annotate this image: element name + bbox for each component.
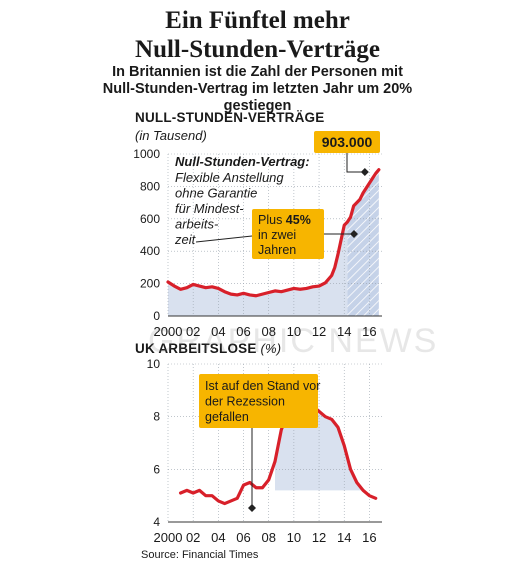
chart1-title: NULL-STUNDEN-VERTRÄGE: [135, 110, 325, 125]
headline: Ein Fünftel mehr Null-Stunden-Verträge: [0, 6, 515, 64]
chart1-callout-box: [252, 209, 324, 259]
chart2-xtick-label: 06: [236, 530, 250, 545]
chart2-xtick-label: 12: [312, 530, 326, 545]
chart2-xtick-label: 04: [211, 530, 225, 545]
chart1-callout-plus: Plus: [258, 213, 286, 227]
chart2-ytick-label: 4: [153, 515, 160, 529]
definition-line: Flexible Anstellung: [175, 170, 284, 185]
definition-line: für Mindest-: [175, 201, 244, 216]
chart2-recession-fill: [275, 408, 364, 491]
chart2-unit: (%): [260, 341, 282, 356]
chart1-callout-line-1: Plus 45%: [258, 213, 311, 227]
chart1-callout-line-3: Jahren: [258, 243, 296, 257]
definition-line: arbeits-: [175, 217, 219, 232]
chart1-callout-line-2: in zwei: [258, 228, 296, 242]
chart2-callout-marker: [248, 504, 256, 512]
watermark: GRAPHIC NEWS: [148, 322, 439, 360]
chart2-xtick-label: 2000: [154, 530, 183, 545]
headline-line-1: Ein Fünftel mehr: [165, 7, 350, 34]
definition-heading: Null-Stunden-Vertrag:: [175, 154, 310, 169]
chart2-xtick-label: 02: [186, 530, 200, 545]
chart2-title-wrap: UK ARBEITSLOSE (%): [135, 341, 281, 356]
chart2-callout-box: [199, 374, 318, 428]
chart1-xtick-label: 12: [312, 324, 326, 339]
headline-line-2: Null-Stunden-Verträge: [135, 36, 380, 63]
chart1-series-line: [166, 168, 381, 298]
chart1-ytick-label: 600: [140, 212, 160, 226]
chart2-xtick-label: 14: [337, 530, 351, 545]
chart1-value-pointer: [346, 153, 365, 173]
chart1-xtick-label: 04: [211, 324, 225, 339]
chart1-xtick-label: 14: [337, 324, 351, 339]
chart1-callout-percent: 45%: [286, 213, 311, 227]
chart2-xtick-label: 08: [261, 530, 275, 545]
chart2-callout-line: der Rezession: [205, 395, 285, 409]
chart2-ytick-label: 10: [147, 357, 161, 371]
chart2-xtick-label: 16: [362, 530, 376, 545]
chart1-ytick-label: 400: [140, 244, 160, 258]
chart2-callout-line: Ist auf den Stand vor: [205, 379, 320, 393]
chart2-title: UK ARBEITSLOSE: [135, 341, 257, 356]
chart1-area-fill: [168, 222, 348, 316]
chart1-ytick-label: 0: [153, 309, 160, 323]
chart1-xtick-label: 10: [287, 324, 301, 339]
chart1-ytick-label: 800: [140, 179, 160, 193]
chart1-unit: (in Tausend): [135, 128, 207, 143]
chart1-callout-marker: [350, 230, 358, 238]
chart1-xtick-label: 2000: [154, 324, 183, 339]
chart2-xtick-label: 10: [287, 530, 301, 545]
chart1-ytick-label: 1000: [133, 147, 160, 161]
definition-line: ohne Garantie: [175, 186, 257, 201]
source-note: Source: Financial Times: [141, 549, 259, 561]
chart2-ytick-label: 8: [153, 410, 160, 424]
definition-line: zeit: [174, 232, 197, 247]
chart1-ytick-label: 200: [140, 277, 160, 291]
chart1-xtick-label: 16: [362, 324, 376, 339]
chart1-xtick-label: 06: [236, 324, 250, 339]
chart2-ytick-label: 6: [153, 462, 160, 476]
subheadline: In Britannien ist die Zahl der Personen …: [102, 64, 413, 114]
chart2-callout-line: gefallen: [205, 410, 249, 424]
chart1-callout-left-leader: [195, 235, 253, 243]
chart1-value-label-box: [314, 131, 380, 153]
chart1-value-label: 903.000: [322, 134, 373, 150]
chart1-xtick-label: 08: [261, 324, 275, 339]
chart1-xtick-label: 02: [186, 324, 200, 339]
chart1-value-pointer-head: [360, 168, 369, 176]
